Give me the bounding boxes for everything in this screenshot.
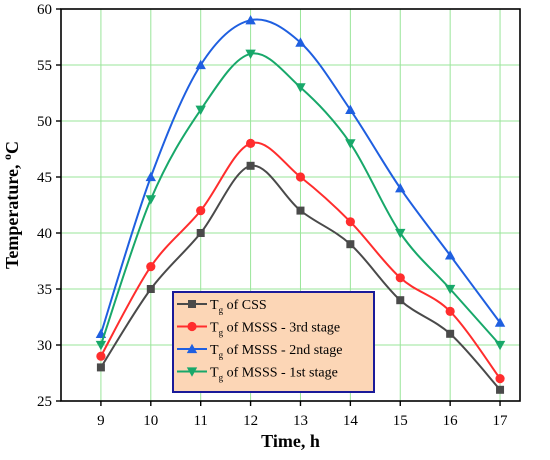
data-point — [145, 171, 157, 182]
data-point — [346, 240, 355, 249]
series-3 — [95, 49, 506, 351]
series-layer — [95, 15, 506, 394]
data-point — [195, 59, 206, 70]
data-point — [496, 385, 505, 394]
y-tick-label: 55 — [37, 58, 52, 74]
legend-label-rest: of CSS — [223, 298, 267, 313]
plot-frame — [60, 8, 521, 402]
data-point — [245, 138, 256, 148]
y-tick-label: 50 — [37, 114, 52, 130]
data-point — [395, 183, 406, 193]
x-tick-label: 10 — [143, 413, 158, 429]
x-tick-label: 11 — [193, 413, 207, 429]
data-point — [196, 229, 205, 237]
x-tick-label: 16 — [443, 413, 459, 429]
x-tick-label: 14 — [343, 413, 359, 429]
data-point — [95, 340, 107, 351]
legend-label: Tg of MSSS - 3rd stage — [210, 321, 340, 338]
y-axis-title-unit: C — [2, 141, 22, 154]
series-0 — [96, 161, 505, 394]
data-point — [196, 206, 206, 216]
data-point — [146, 285, 155, 293]
legend-label-rest: of MSSS - 2nd stage — [223, 343, 342, 358]
x-tick-label: 17 — [493, 413, 509, 429]
data-point — [345, 139, 356, 149]
data-point — [246, 161, 255, 170]
data-point — [145, 195, 157, 205]
legend-label-sub: g — [219, 373, 224, 383]
data-point — [396, 296, 405, 305]
y-tick-label: 35 — [37, 282, 52, 298]
data-point — [444, 284, 456, 295]
y-tick-label: 40 — [37, 226, 52, 242]
legend-label: Tg of MSSS - 1st stage — [210, 366, 338, 383]
series-2 — [95, 15, 506, 338]
data-point — [395, 273, 405, 283]
data-point — [245, 15, 256, 25]
legend-label: Tg of CSS — [210, 298, 267, 315]
y-tick-label: 45 — [37, 170, 52, 186]
y-axis-title: Temperature, oC — [0, 141, 22, 269]
series-line — [100, 164, 501, 391]
series-1 — [96, 138, 505, 384]
y-axis-title-main: Temperature, — [2, 160, 22, 269]
legend-label-main: T — [210, 366, 219, 381]
legend-label-main: T — [210, 298, 219, 313]
x-axis-title: Time, h — [261, 431, 320, 451]
axes-layer: 9 10 11 12 13 14 15 16 17 25 30 35 40 45 50 55 60 — [37, 2, 521, 429]
data-point — [494, 340, 506, 351]
y-tick-label: 25 — [37, 394, 52, 410]
data-point — [446, 329, 455, 338]
legend-box — [172, 291, 375, 393]
legend-marker — [187, 321, 197, 332]
legend-label: Tg of MSSS - 2nd stage — [210, 343, 342, 360]
data-point — [444, 250, 456, 260]
data-point — [295, 83, 306, 93]
data-point — [345, 104, 356, 114]
x-tick-label: 15 — [393, 413, 408, 429]
legend-marker — [186, 343, 198, 354]
x-tick-label: 12 — [243, 413, 258, 429]
y-tick-label: 60 — [37, 2, 52, 18]
legend-marker — [188, 300, 196, 308]
legend-label-sub: g — [219, 350, 224, 360]
legend-label-sub: g — [219, 305, 224, 315]
data-point — [395, 228, 406, 239]
x-tick-label: 9 — [97, 413, 105, 429]
data-point — [494, 317, 506, 327]
legend-label-sub: g — [219, 328, 224, 338]
data-point — [445, 306, 455, 316]
legend-marker — [186, 367, 198, 377]
legend-label-main: T — [210, 343, 219, 358]
data-point — [495, 374, 505, 384]
legend-label-main: T — [210, 321, 219, 336]
y-axis-title-degree: o — [0, 154, 14, 160]
data-point — [345, 217, 355, 227]
x-tick-label: 13 — [293, 413, 308, 429]
data-point — [295, 37, 306, 47]
y-tick-label: 30 — [37, 338, 52, 354]
data-point — [146, 262, 156, 272]
legend-label-rest: of MSSS - 1st stage — [223, 366, 338, 381]
data-point — [195, 105, 206, 115]
data-point — [96, 363, 105, 372]
data-point — [296, 206, 305, 215]
legend-label-rest: of MSSS - 3rd stage — [223, 321, 340, 336]
data-point — [96, 351, 106, 361]
data-point — [245, 49, 256, 59]
data-point — [295, 172, 306, 182]
